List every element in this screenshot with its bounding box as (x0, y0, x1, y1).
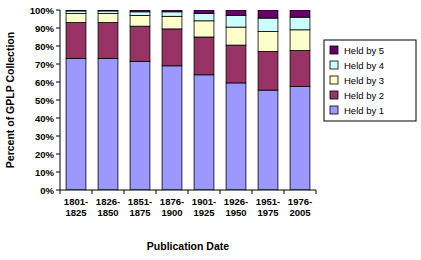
bar-segment (290, 87, 310, 191)
y-tick (56, 154, 60, 155)
x-tick (220, 190, 221, 194)
y-tick (56, 64, 60, 65)
y-tick-label: 60% (35, 77, 55, 88)
y-tick-label: 40% (35, 113, 55, 124)
x-tick (60, 190, 61, 194)
x-tick (316, 190, 317, 194)
bar-segment (130, 26, 150, 61)
x-axis-title: Publication Date (147, 240, 229, 252)
x-tick-label: 1926-1950 (224, 196, 248, 218)
bar-segment (162, 16, 182, 29)
bar-segment (258, 51, 278, 90)
y-tick (56, 82, 60, 83)
bars (66, 10, 310, 190)
bar-segment (258, 10, 278, 18)
bar-segment (66, 11, 86, 14)
x-tick-label: 1901-1925 (192, 196, 216, 218)
bar-segment (98, 59, 118, 190)
bar-segment (66, 10, 86, 11)
bar-segment (98, 11, 118, 14)
y-tick (56, 46, 60, 47)
bar-segment (66, 59, 86, 190)
bar-segment (290, 10, 310, 17)
bar-segment (258, 32, 278, 52)
bar-segment (226, 45, 246, 83)
bar-segment (258, 18, 278, 32)
legend-label: Held by 5 (344, 45, 384, 56)
x-tick-label: 1951-1975 (256, 196, 280, 218)
y-tick-label: 80% (35, 41, 55, 52)
bar-segment (130, 10, 150, 12)
x-tick (188, 190, 189, 194)
bar-segment (162, 12, 182, 16)
chart: 0% 10% 20% 30% 40% 50% 60% 70% 80% 90% 100% 1801-18… (0, 0, 421, 260)
bar-segment (66, 14, 86, 23)
bar-segment (130, 12, 150, 16)
y-tick (56, 118, 60, 119)
plot-area (60, 10, 316, 190)
legend-swatch (330, 46, 338, 54)
bar-segment (290, 17, 310, 30)
bar-segment (226, 27, 246, 45)
y-tick (56, 172, 60, 173)
x-tick-label: 1826-1850 (96, 196, 120, 218)
y-axis-title: Percent of GPLP Collection (4, 32, 16, 168)
y-tick-label: 50% (35, 95, 55, 106)
bar-segment (66, 23, 86, 59)
bar-segment (194, 37, 214, 75)
bar-segment (194, 14, 214, 21)
legend-swatch (330, 106, 338, 114)
bar-segment (130, 61, 150, 190)
y-tick-label: 100% (30, 5, 55, 16)
bar-segment (98, 10, 118, 11)
y-tick-label: 0% (40, 185, 54, 196)
bar-segment (162, 66, 182, 190)
bar-segment (226, 83, 246, 190)
bar-segment (162, 10, 182, 12)
y-tick-label: 20% (35, 149, 55, 160)
y-tick (56, 10, 60, 11)
bar-segment (194, 10, 214, 14)
legend-swatch (330, 76, 338, 84)
x-tick-label: 1801-1825 (64, 196, 88, 218)
bar-segment (194, 75, 214, 190)
x-tick-label: 1876-1900 (160, 196, 184, 218)
x-tick-label: 1976-2005 (288, 196, 312, 218)
y-tick (56, 100, 60, 101)
bar-segment (194, 21, 214, 37)
legend-label: Held by 4 (344, 60, 384, 71)
x-tick (92, 190, 93, 194)
y-tick-label: 70% (35, 59, 55, 70)
legend-label: Held by 1 (344, 105, 384, 116)
y-tick (56, 136, 60, 137)
bar-segment (130, 15, 150, 26)
background (0, 0, 421, 260)
legend (324, 40, 416, 121)
x-tick (156, 190, 157, 194)
legend-label: Held by 2 (344, 90, 384, 101)
legend-swatch (330, 91, 338, 99)
legend-label: Held by 3 (344, 75, 384, 86)
bar-segment (226, 10, 246, 15)
bar-segment (290, 30, 310, 51)
legend-swatch (330, 61, 338, 69)
y-tick (56, 190, 60, 191)
x-tick (124, 190, 125, 194)
bar-segment (98, 23, 118, 59)
y-tick-label: 10% (35, 167, 55, 178)
x-tick-label: 1851-1875 (128, 196, 152, 218)
y-tick-label: 30% (35, 131, 55, 142)
x-tick (252, 190, 253, 194)
x-tick (284, 190, 285, 194)
bar-segment (258, 90, 278, 190)
bar-segment (98, 14, 118, 23)
bar-segment (290, 51, 310, 87)
bar-segment (162, 29, 182, 66)
bar-segment (226, 15, 246, 27)
y-tick-label: 90% (35, 23, 55, 34)
y-tick (56, 28, 60, 29)
